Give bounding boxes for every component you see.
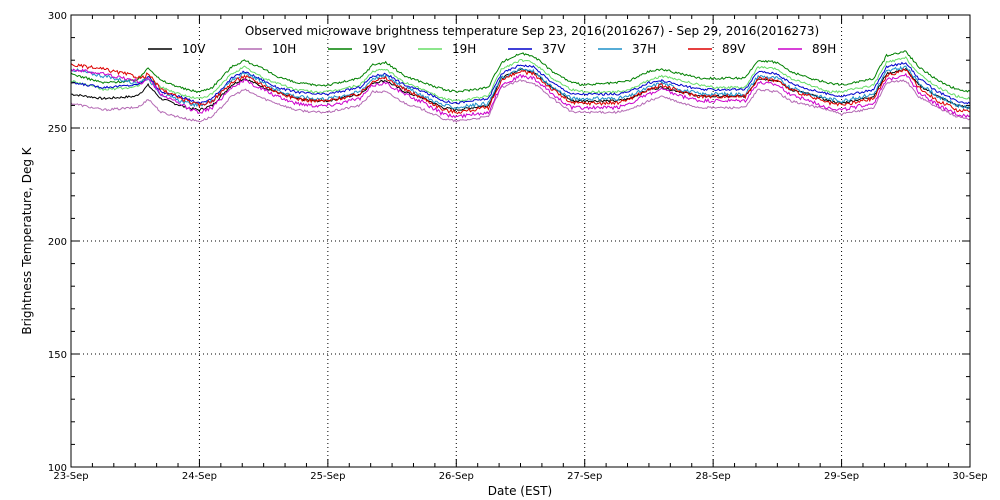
x-tick-label: 25-Sep	[310, 471, 345, 482]
legend-label-89v: 89V	[722, 42, 746, 56]
legend-label-89h: 89H	[812, 42, 836, 56]
x-tick-label: 24-Sep	[182, 471, 217, 482]
y-tick-label: 200	[48, 237, 67, 248]
series-line-37v	[70, 61, 971, 105]
legend-label-37h: 37H	[632, 42, 656, 56]
series-line-10v	[71, 67, 971, 112]
y-tick-label: 250	[48, 124, 67, 135]
x-tick-label: 26-Sep	[439, 471, 474, 482]
x-tick-label: 27-Sep	[567, 471, 602, 482]
y-axis-label: Brightness Temperature, Deg K	[20, 146, 34, 334]
series-line-19v	[70, 50, 971, 94]
series-line-89v	[70, 63, 971, 115]
legend-label-19h: 19H	[452, 42, 476, 56]
chart-title: Observed microwave brightness temperatur…	[245, 24, 819, 38]
y-tick-label: 300	[48, 11, 67, 22]
series-line-89h	[71, 68, 971, 119]
series-line-10h	[70, 79, 971, 123]
x-tick-label: 29-Sep	[824, 471, 859, 482]
legend: 10V 10H 19V 19H 37V 37H 89V 89H	[148, 42, 836, 56]
y-tick-label: 150	[48, 350, 67, 361]
x-tick-label: 30-Sep	[952, 471, 987, 482]
x-tick-label: 23-Sep	[53, 471, 88, 482]
legend-label-19v: 19V	[362, 42, 386, 56]
series-lines	[70, 50, 971, 123]
axis-ticks: 23-Sep 24-Sep 25-Sep 26-Sep 27-Sep 28-Sep 29-S…	[48, 11, 988, 482]
legend-label-10v: 10V	[182, 42, 206, 56]
legend-label-37v: 37V	[542, 42, 566, 56]
series-line-19h	[70, 56, 971, 103]
y-tick-label: 100	[48, 463, 67, 474]
x-tick-label: 28-Sep	[696, 471, 731, 482]
legend-label-10h: 10H	[272, 42, 296, 56]
x-axis-label: Date (EST)	[488, 484, 552, 498]
grid-lines	[71, 15, 970, 467]
